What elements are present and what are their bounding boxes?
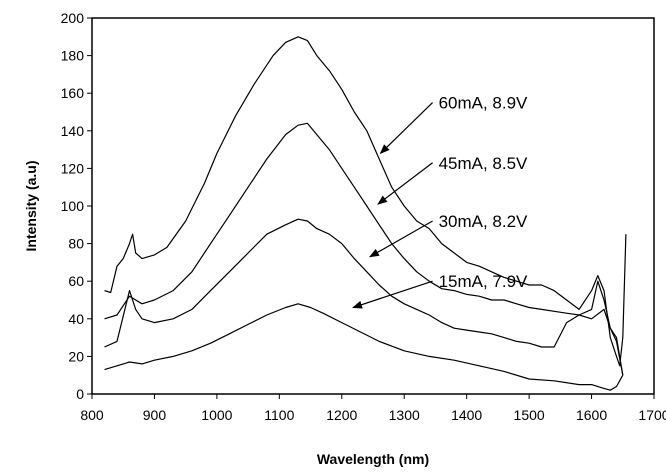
y-tick-label: 0 [76,386,84,402]
y-tick-label: 140 [61,123,85,139]
x-tick-label: 1000 [201,407,232,423]
x-tick-label: 1500 [514,407,545,423]
x-tick-label: 1100 [264,407,294,423]
y-tick-label: 100 [61,198,85,214]
annotation-arrow-2 [377,162,433,205]
annotation-label-1: 60mA, 8.9V [439,94,528,113]
annotation-label-2: 45mA, 8.5V [439,154,528,173]
y-tick-label: 20 [68,348,84,364]
x-tick-label: 1200 [326,407,357,423]
y-tick-label: 180 [61,48,85,64]
y-tick-label: 80 [68,236,84,252]
y-tick-label: 40 [68,311,84,327]
annotation-arrow-1 [379,102,433,155]
annotation-label-4: 15mA, 7.9V [439,272,528,291]
series-line-2 [104,122,624,376]
annotation-arrow-4 [352,280,433,309]
x-tick-label: 1700 [638,407,666,423]
series-line-3 [104,218,624,376]
y-axis-label: Intensity (a.u) [23,160,39,251]
x-axis-ticks: 800 900 1000 1100 1200 1300 1400 1500 1600 1700 [80,394,666,423]
plot-frame [91,17,655,395]
x-tick-label: 900 [143,407,167,423]
series-lines [104,36,627,391]
y-tick-label: 160 [61,85,85,101]
x-tick-label: 800 [80,407,104,423]
x-tick-label: 1400 [451,407,482,423]
y-tick-label: 200 [61,10,85,26]
y-tick-label: 120 [61,160,85,176]
series-line-1 [104,36,627,367]
x-tick-label: 1300 [389,407,420,423]
y-tick-label: 60 [68,273,84,289]
x-axis-label: Wavelength (nm) [317,451,429,467]
series-line-4 [104,303,624,391]
x-tick-label: 1600 [576,407,607,423]
annotations: 60mA, 8.9V 45mA, 8.5V 30mA, 8.2V 15mA, 7.9V [352,94,528,309]
y-axis-ticks: 0 20 40 60 80 100 120 140 160 180 200 [61,10,92,402]
annotation-label-3: 30mA, 8.2V [439,212,528,231]
annotation-arrow-3 [369,220,433,258]
